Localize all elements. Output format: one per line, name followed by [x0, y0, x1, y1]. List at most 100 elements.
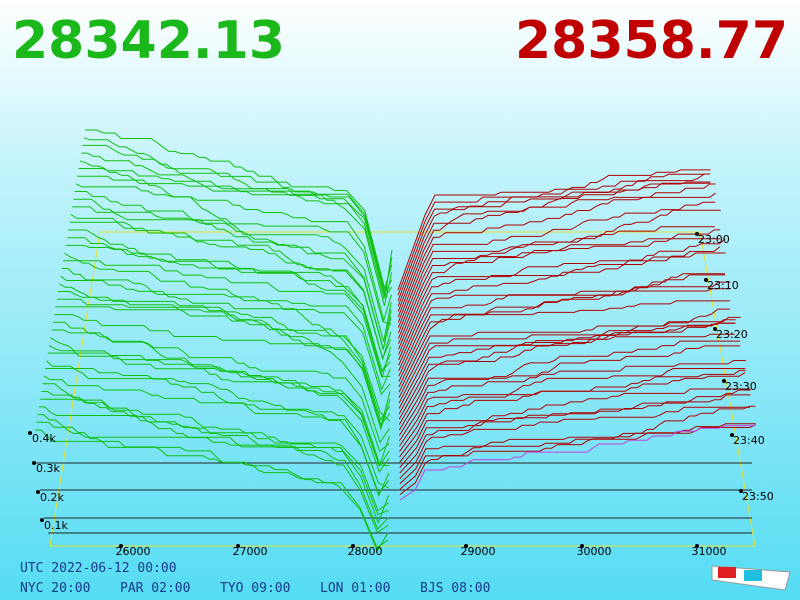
zone-time: PAR 02:00 [120, 581, 190, 596]
time-label: 23:30 [725, 380, 757, 393]
ask-depth-line [398, 229, 721, 350]
bid-depth-line [72, 206, 392, 325]
ask-depth-line [397, 183, 716, 318]
tick-dot [119, 544, 123, 548]
bid-depth-line [42, 383, 390, 525]
bid-depth-line [48, 344, 390, 473]
bid-depth-line [41, 391, 389, 512]
ask-depth-line [397, 192, 716, 323]
price-label: 31000 [692, 545, 727, 558]
zone-time: TYO 09:00 [220, 581, 290, 596]
bid-depth-line [81, 152, 393, 307]
bid-depth-line [82, 144, 393, 291]
ask-depth-line [397, 201, 716, 328]
bid-depth-line [75, 183, 392, 342]
ask-depth-line [399, 405, 756, 496]
tick-dot [351, 544, 355, 548]
bid-depth-line [74, 191, 392, 350]
bid-depth-line [79, 160, 393, 297]
bid-depth-line [83, 137, 393, 294]
bid-depth-line [37, 414, 389, 534]
ask-depth-line [397, 169, 711, 296]
ask-depth-line [399, 394, 751, 469]
ask-depth-line [397, 209, 721, 339]
bid-depth-line [68, 229, 392, 379]
time-label: 23:10 [707, 279, 739, 292]
bid-depth-line [54, 314, 390, 444]
bid-depth-line [78, 168, 392, 300]
tick-dot [695, 232, 699, 236]
bid-depth-line [69, 221, 392, 361]
volume-label: 0.3k [36, 462, 60, 475]
ask-depth-line [398, 345, 741, 431]
tick-dot [730, 433, 734, 437]
volume-label: 0.4k [32, 432, 56, 445]
tick-dot [580, 544, 584, 548]
bid-price: 28342.13 [12, 11, 285, 71]
glasses-icon [711, 565, 791, 591]
bid-depth-line [43, 375, 389, 489]
bid-depth-line [51, 329, 390, 453]
tick-dot [236, 544, 240, 548]
bid-depth-line [36, 421, 389, 552]
ask-depth-line [399, 389, 751, 463]
bid-depth-line [58, 291, 391, 421]
price-label: 29000 [461, 545, 496, 558]
bid-depth-line [40, 398, 389, 516]
bid-depth-line [45, 368, 390, 495]
zone-time: BJS 08:00 [420, 581, 490, 596]
ask-depth-line [398, 308, 730, 398]
ask-depth-line [397, 182, 710, 312]
ask-depth-line [398, 252, 726, 361]
time-label: 23:40 [733, 434, 765, 447]
ask-depth-line [397, 173, 711, 307]
volume-label: 0.1k [44, 519, 68, 532]
price-label: 27000 [233, 545, 268, 558]
tick-dot [28, 431, 32, 435]
tick-dot [32, 461, 36, 465]
price-label: 28000 [348, 545, 383, 558]
price-label: 26000 [116, 545, 151, 558]
tick-dot [704, 278, 708, 282]
tick-dot [722, 379, 726, 383]
ask-depth-line [398, 246, 721, 355]
bid-depth-line [77, 175, 392, 323]
price-label: 30000 [577, 545, 612, 558]
bid-depth-line [59, 283, 391, 431]
zone-time: NYC 20:00 [20, 581, 90, 596]
time-label: 23:50 [742, 490, 774, 503]
bid-depth-line [60, 275, 391, 428]
bid-depth-line [35, 429, 389, 549]
ask-depth-line [399, 371, 746, 458]
ask-depth-line [399, 368, 746, 452]
bid-depth-line [63, 260, 391, 377]
zone-time: LON 01:00 [320, 581, 390, 596]
tick-dot [739, 489, 743, 493]
ask-depth-line [397, 181, 711, 301]
tick-dot [36, 490, 40, 494]
ask-depth-line [398, 322, 736, 415]
bid-depth-line [61, 268, 391, 396]
tick-dot [695, 544, 699, 548]
ask-price: 28358.77 [515, 11, 788, 71]
ask-depth-line [398, 319, 736, 404]
tick-dot [464, 544, 468, 548]
bid-depth-line [46, 360, 390, 497]
utc-time: UTC 2022-06-12 00:00 [20, 561, 177, 576]
ask-depth-line [399, 360, 746, 442]
ask-depth-line [399, 425, 755, 501]
volume-label: 0.2k [40, 491, 64, 504]
bid-depth-line [47, 352, 390, 467]
bid-depth-line [56, 298, 391, 427]
bid-depth-line [65, 244, 391, 373]
bid-depth-line [64, 252, 391, 392]
ask-depth-line [398, 273, 725, 377]
tick-dot [713, 327, 717, 331]
bid-depth-line [73, 198, 392, 350]
ask-depth-line [398, 300, 731, 393]
ask-depth-line [399, 388, 751, 474]
bid-depth-line [70, 214, 392, 361]
time-label: 23:00 [698, 233, 730, 246]
tick-dot [40, 518, 44, 522]
